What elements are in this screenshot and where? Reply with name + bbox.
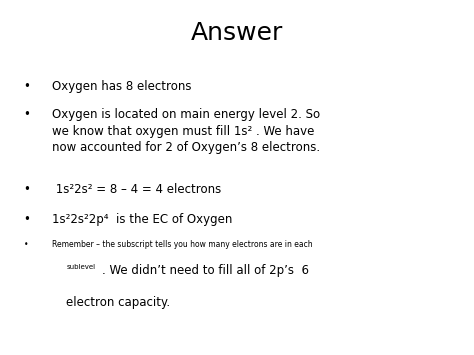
Text: Remember – the subscript tells you how many electrons are in each: Remember – the subscript tells you how m… (52, 240, 313, 248)
Text: sublevel: sublevel (66, 264, 95, 271)
Text: . We didn’t need to fill all of 2p’s  6: . We didn’t need to fill all of 2p’s 6 (102, 264, 309, 278)
Text: •: • (24, 108, 31, 121)
Text: 1s²2s² = 8 – 4 = 4 electrons: 1s²2s² = 8 – 4 = 4 electrons (52, 183, 221, 196)
Text: Answer: Answer (191, 21, 283, 45)
Text: •: • (24, 240, 28, 248)
Text: •: • (24, 80, 31, 93)
Text: Oxygen is located on main energy level 2. So
we know that oxygen must fill 1s² .: Oxygen is located on main energy level 2… (52, 108, 320, 154)
Text: •: • (24, 213, 31, 226)
Text: 1s²2s²2p⁴  is the EC of Oxygen: 1s²2s²2p⁴ is the EC of Oxygen (52, 213, 233, 226)
Text: electron capacity.: electron capacity. (66, 296, 171, 310)
Text: Oxygen has 8 electrons: Oxygen has 8 electrons (52, 80, 191, 93)
Text: •: • (24, 183, 31, 196)
